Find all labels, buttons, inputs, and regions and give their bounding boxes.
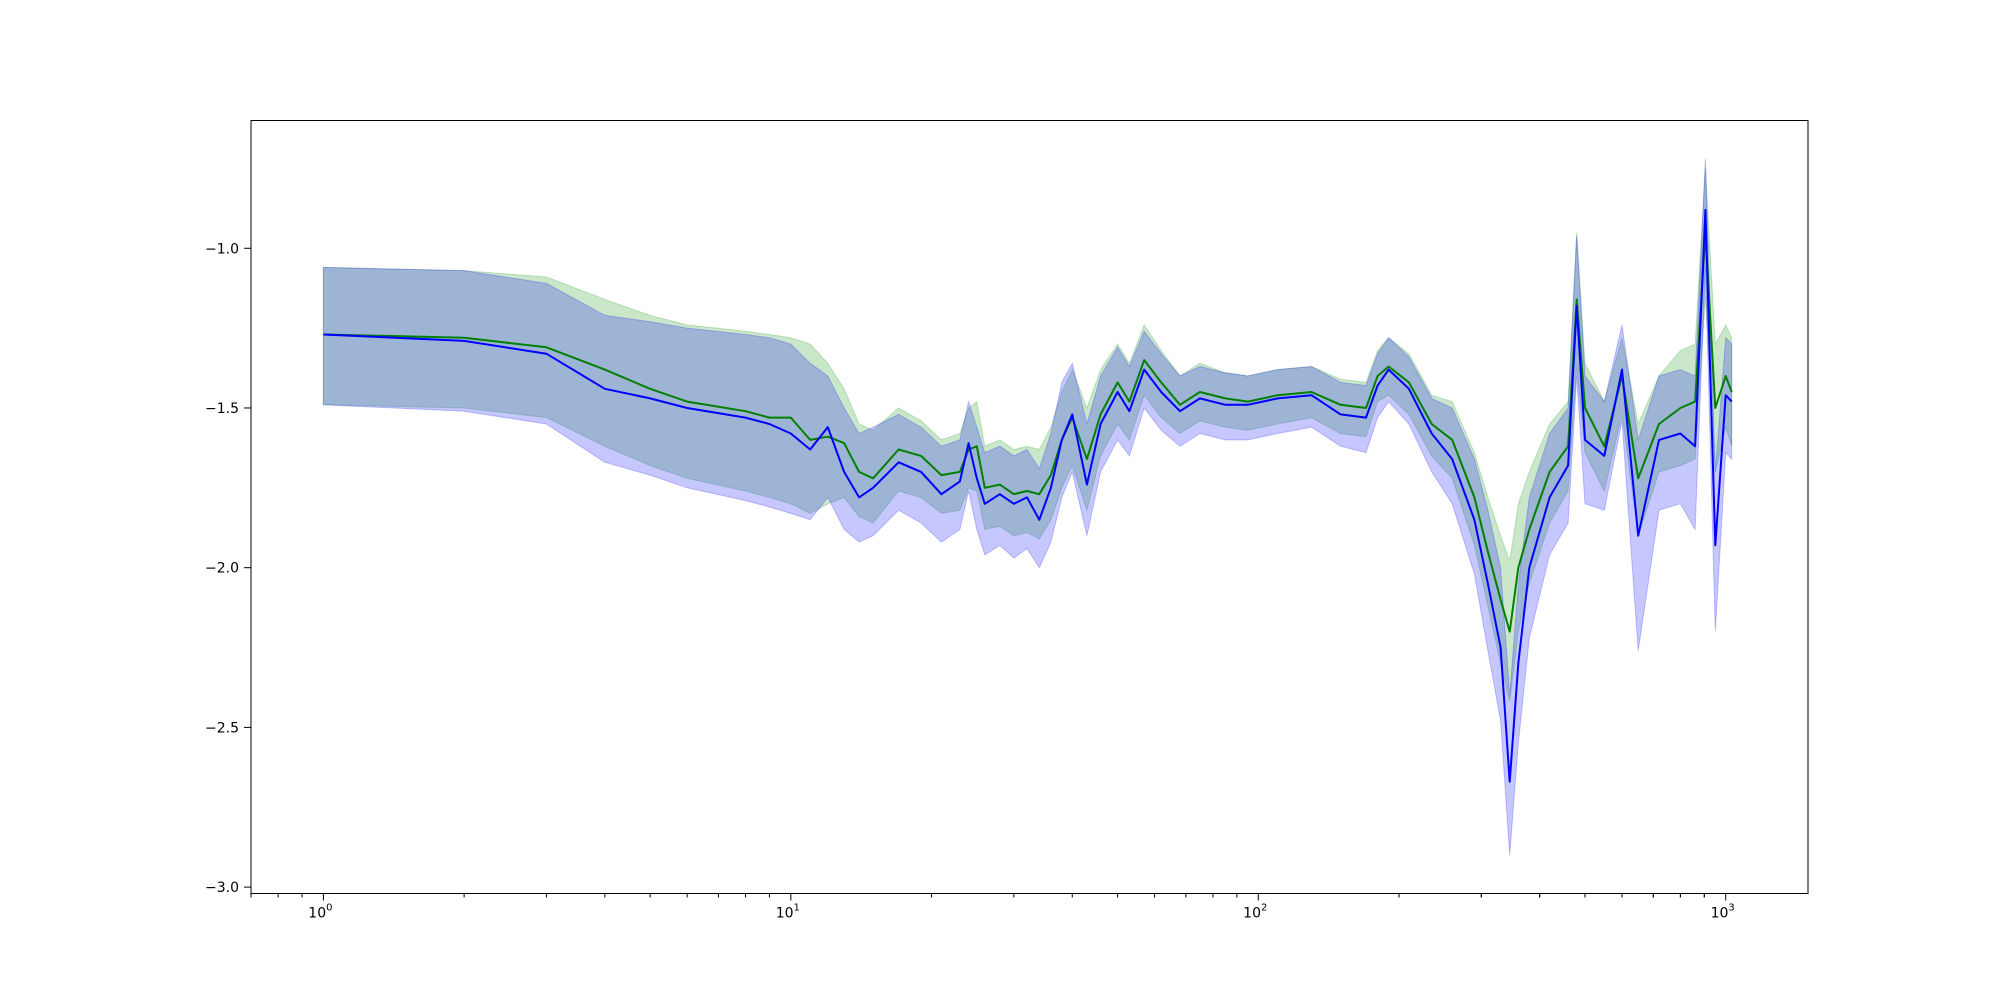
y-axis: −1.0 −1.5 −2.0 −2.5 −3.0: [205, 241, 251, 896]
y-tick-label: −1.5: [205, 401, 239, 417]
y-tick-label: −3.0: [205, 880, 239, 896]
y-tick-label: −2.0: [205, 561, 239, 577]
x-tick-label: 103: [1711, 903, 1735, 922]
plot-frame: [250, 120, 1809, 894]
y-tick-label: −2.5: [205, 720, 239, 736]
x-tick-label: 101: [776, 903, 800, 922]
x-tick-label: 100: [308, 903, 332, 922]
confidence-band-1: [322, 168, 1733, 702]
y-tick-label: −1.0: [205, 241, 239, 257]
confidence-band-2: [322, 158, 1733, 856]
series-lines: [323, 208, 1733, 783]
series-line-2: [323, 208, 1733, 783]
confidence-bands: [322, 158, 1733, 856]
x-tick-label: 102: [1243, 903, 1267, 922]
series-line-1: [323, 231, 1733, 633]
x-axis: 100 101 102 103: [250, 893, 1735, 922]
